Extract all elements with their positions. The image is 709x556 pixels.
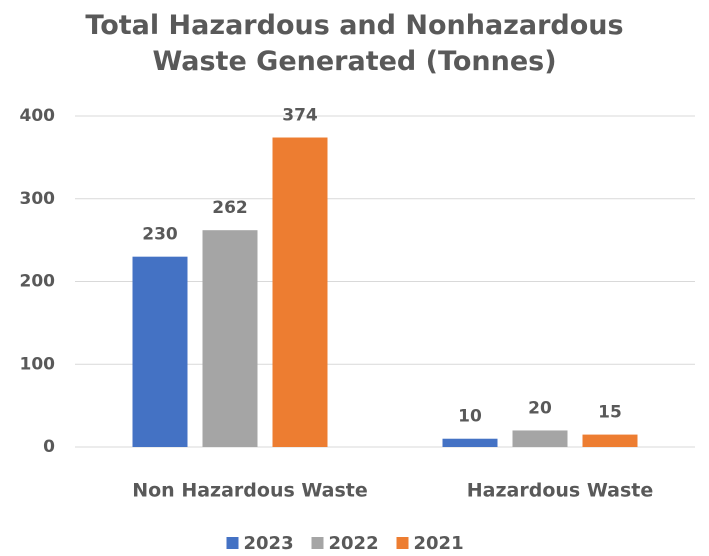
x-tick-label: Non Hazardous Waste: [132, 480, 368, 502]
bar: [582, 434, 638, 447]
data-label: 230: [142, 225, 178, 245]
legend-swatch: [226, 537, 239, 549]
legend-label: 2023: [244, 533, 294, 554]
y-tick-label: 200: [20, 272, 56, 292]
x-tick-label: Hazardous Waste: [467, 480, 653, 502]
y-tick-label: 400: [20, 106, 56, 126]
chart-title: Total Hazardous and Nonhazardous Waste G…: [85, 10, 624, 77]
bar: [442, 438, 498, 447]
legend-swatch: [396, 537, 409, 549]
bar: [132, 256, 188, 447]
legend-label: 2022: [329, 533, 379, 554]
data-label: 374: [282, 106, 318, 126]
data-label: 10: [458, 407, 482, 427]
data-label: 20: [528, 398, 552, 418]
data-label: 15: [598, 403, 622, 423]
bar: [272, 137, 328, 447]
bar: [202, 230, 258, 447]
data-label: 262: [212, 198, 248, 218]
legend-label: 2021: [414, 533, 464, 554]
y-tick-label: 100: [20, 354, 56, 374]
bar: [512, 430, 568, 447]
y-tick-label: 0: [43, 437, 55, 457]
y-tick-label: 300: [20, 189, 56, 209]
legend-swatch: [311, 537, 324, 549]
